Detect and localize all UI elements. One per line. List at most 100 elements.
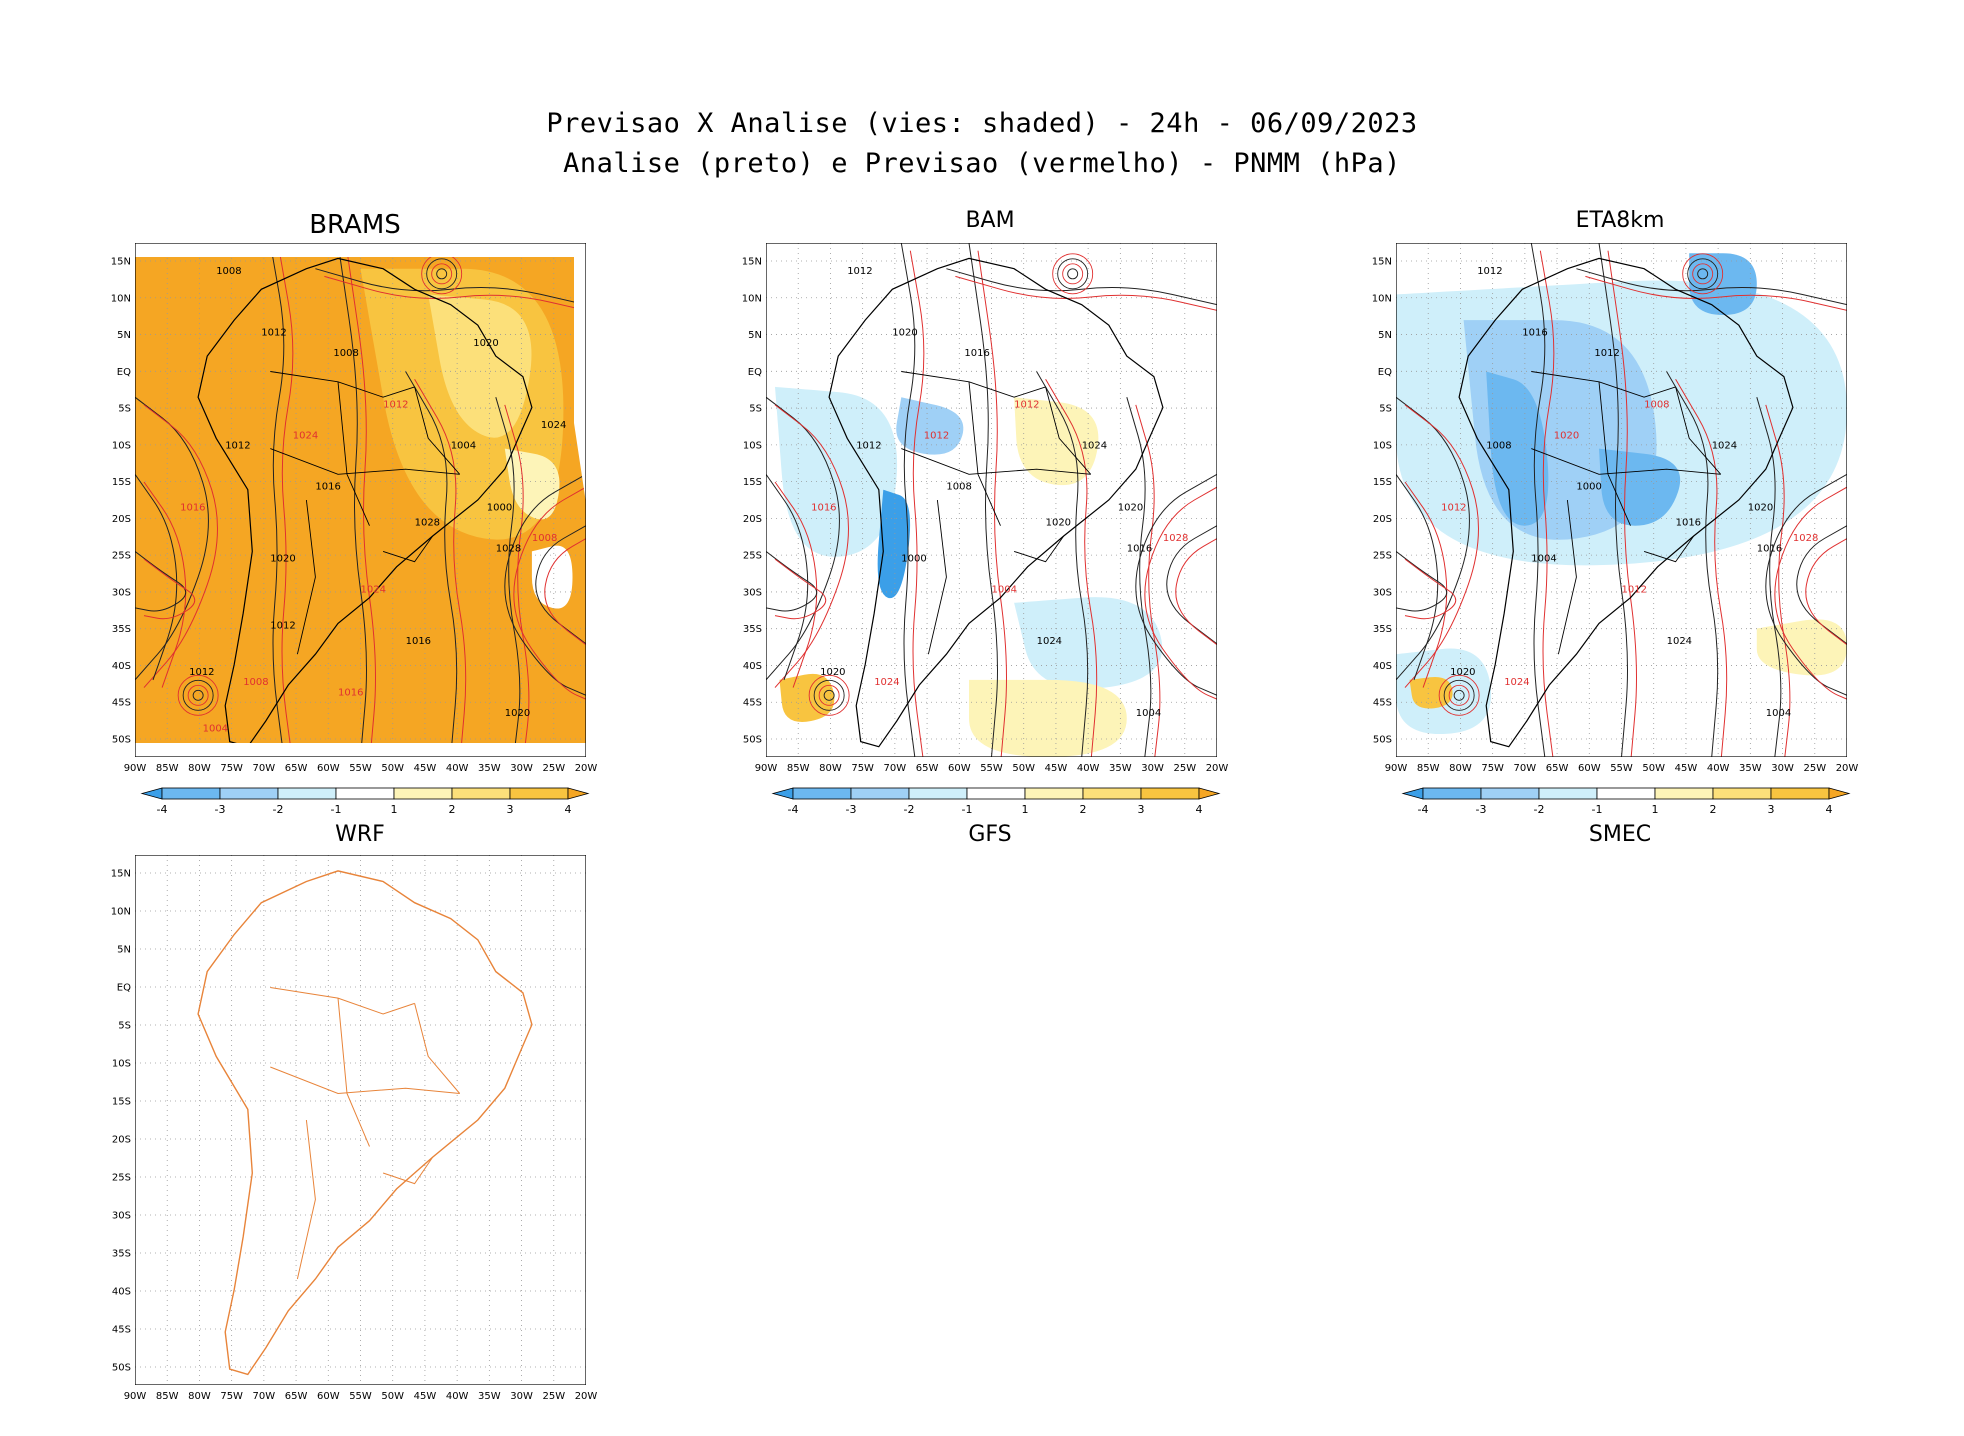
- country-border-5: [1675, 386, 1722, 475]
- lat-tick-label: 10N: [111, 907, 131, 918]
- panel-title-brams: BRAMS: [309, 210, 401, 240]
- isobar-label: 1028: [1163, 533, 1188, 544]
- low-pressure-ring-1: [1697, 268, 1709, 280]
- panel-title-wrf: WRF: [335, 822, 385, 847]
- panel-title-eta8km: ETA8km: [1575, 208, 1665, 233]
- isobar-label: 1020: [1748, 502, 1773, 513]
- isobar-label: 1012: [1477, 266, 1502, 277]
- bias-shading-2: [531, 545, 573, 609]
- lat-tick-label: 5N: [117, 330, 131, 341]
- country-border-4: [1643, 535, 1695, 563]
- colorbar-segment: [1422, 787, 1482, 800]
- colorbar-arrow-left: [1401, 787, 1424, 800]
- isobar-analysis-4: [405, 371, 458, 743]
- low-pressure-ring-1: [1062, 263, 1084, 285]
- isobar-analysis-5: [1756, 397, 1782, 757]
- isobar-analysis-9: [135, 551, 187, 612]
- lon-tick-label: 20W: [1206, 763, 1229, 774]
- colorbar-tick-label: 1: [1022, 803, 1029, 816]
- isobar-forecast-8: [955, 275, 1217, 311]
- lon-tick-label: 75W: [220, 763, 243, 774]
- isobar-label: 1004: [1766, 708, 1791, 719]
- lat-tick-label: 30S: [112, 587, 131, 598]
- lat-tick-label: 25S: [1373, 551, 1392, 562]
- lon-tick-label: 80W: [819, 763, 842, 774]
- lon-tick-label: 45W: [1045, 763, 1068, 774]
- bias-shading-3: [1014, 397, 1099, 486]
- isobar-forecast-9: [1404, 558, 1457, 620]
- colorbar-segment: [1538, 787, 1598, 800]
- lon-tick-label: 35W: [1109, 763, 1132, 774]
- lon-tick-label: 65W: [285, 763, 308, 774]
- colorbar-eta8km: -4 -3 -2 -1 1 2 3 4: [1401, 787, 1851, 816]
- lat-tick-label: 15S: [1373, 477, 1392, 488]
- lon-tick-label: 40W: [446, 1391, 469, 1402]
- lat-tick-label: 10N: [111, 293, 131, 304]
- lat-tick-label: 15S: [743, 477, 762, 488]
- lat-tick-label: 20S: [1373, 514, 1392, 525]
- lat-tick-label: 15N: [742, 257, 762, 268]
- lat-tick-label: 10S: [1373, 440, 1392, 451]
- isobar-analysis-3: [968, 243, 998, 757]
- country-border-2: [270, 448, 460, 475]
- low-pressure-ring-0: [192, 689, 204, 701]
- isobar-label: 1020: [1118, 502, 1143, 513]
- country-border-5: [414, 1003, 461, 1094]
- colorbar-tick-label: 1: [1652, 803, 1659, 816]
- low-pressure-ring-0: [823, 689, 835, 701]
- isobar-label: 1008: [216, 266, 241, 277]
- low-pressure-ring-0: [1438, 674, 1480, 716]
- isobar-label: 1020: [1554, 430, 1579, 441]
- isobar-forecast-1: [774, 481, 818, 688]
- lon-tick-label: 30W: [1141, 763, 1164, 774]
- map-panel-eta8km: 1012 1008 1012 1016 1012 1008 1000 1004 1012 1016…: [1396, 243, 1847, 757]
- isobar-label: 1004: [992, 585, 1017, 596]
- isobar-label: 1028: [496, 543, 521, 554]
- panel-title-bam: BAM: [965, 208, 1015, 233]
- lon-tick-label: 85W: [156, 1391, 179, 1402]
- low-pressure-ring-0: [177, 674, 219, 716]
- isobar-label: 1020: [1046, 518, 1071, 529]
- lat-tick-label: 20S: [112, 514, 131, 525]
- lat-tick-label: EQ: [1378, 367, 1392, 378]
- isobar-label: 1012: [856, 441, 881, 452]
- isobar-label: 1028: [415, 518, 440, 529]
- colorbar-tick-label: 3: [1138, 803, 1145, 816]
- bias-shading-1: [428, 294, 532, 438]
- lat-tick-label: 50S: [112, 1363, 131, 1374]
- colorbar-segment: [1140, 787, 1200, 800]
- lat-tick-label: 50S: [1373, 735, 1392, 746]
- isobar-forecast-3: [977, 250, 1007, 757]
- country-border-3: [927, 499, 947, 655]
- isobar-analysis-4: [1666, 371, 1719, 757]
- low-pressure-ring-1: [421, 257, 463, 295]
- isobar-analysis-0: [135, 396, 209, 681]
- isobar-analysis-2: [1530, 243, 1546, 757]
- isobar-label: 1024: [1037, 636, 1062, 647]
- lon-tick-label: 70W: [253, 1391, 276, 1402]
- lat-tick-label: 35S: [1373, 624, 1392, 635]
- country-border-1: [968, 381, 1001, 526]
- lat-tick-label: 25S: [743, 551, 762, 562]
- isobar-analysis-0: [766, 396, 840, 681]
- colorbar-segment: [966, 787, 1026, 800]
- colorbar-tick-label: -3: [1476, 803, 1487, 816]
- colorbar-segment: [451, 787, 511, 800]
- isobar-forecast-5: [1135, 404, 1161, 757]
- isobar-forecast-6: [1805, 537, 1847, 646]
- colorbar-tick-label: -2: [904, 803, 915, 816]
- lon-tick-label: 65W: [285, 1391, 308, 1402]
- lat-tick-label: 40S: [112, 661, 131, 672]
- lat-tick-label: 10S: [112, 1059, 131, 1070]
- lat-tick-label: 5S: [118, 1021, 131, 1032]
- isobar-label: 1020: [1450, 667, 1475, 678]
- country-border-4: [382, 535, 434, 563]
- colorbar-segment: [219, 787, 279, 800]
- isobar-label: 1012: [924, 430, 949, 441]
- isobar-label: 1012: [261, 328, 286, 339]
- lon-tick-label: 90W: [1385, 763, 1408, 774]
- lon-tick-label: 45W: [414, 1391, 437, 1402]
- colorbar-tick-label: 4: [565, 803, 572, 816]
- lon-tick-label: 60W: [948, 763, 971, 774]
- lat-tick-label: 5N: [748, 330, 762, 341]
